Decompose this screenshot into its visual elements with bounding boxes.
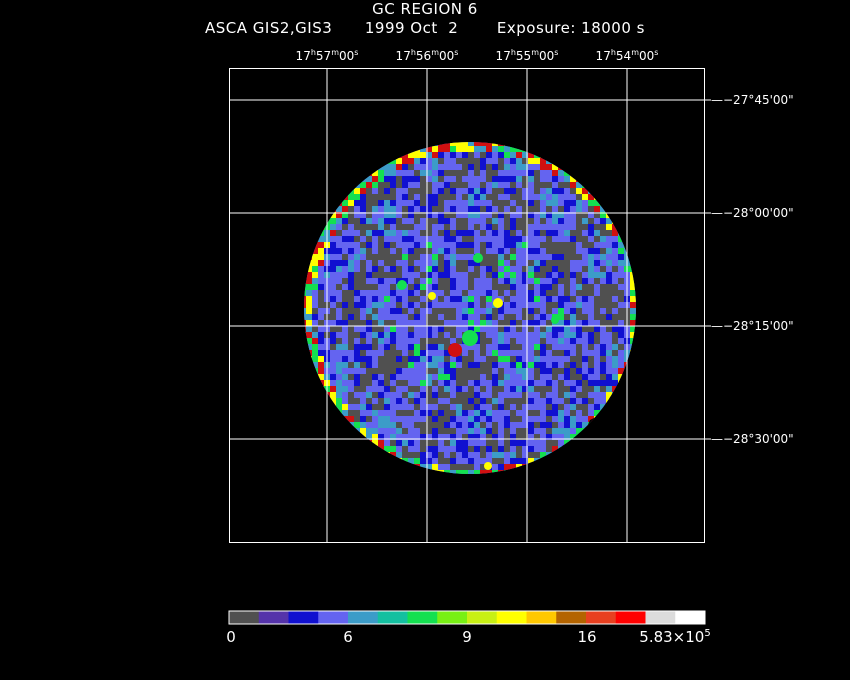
colorbar-swatch bbox=[615, 611, 646, 624]
colorbar-tick-label: 5.83×105 bbox=[639, 628, 711, 646]
bright-source bbox=[448, 343, 462, 357]
bright-source bbox=[462, 330, 478, 346]
colorbar-swatch bbox=[348, 611, 379, 624]
colorbar-swatch bbox=[407, 611, 438, 624]
colorbar-swatch bbox=[586, 611, 617, 624]
image-frame bbox=[229, 68, 705, 543]
bright-source bbox=[428, 292, 436, 300]
observation-info: ASCA GIS2,GIS3 1999 Oct 2 Exposure: 1800… bbox=[0, 19, 850, 37]
exposure-label: Exposure: 18000 s bbox=[496, 19, 645, 37]
ra-tick-label: 17h56m00s bbox=[395, 48, 459, 63]
colorbar-swatch bbox=[526, 611, 557, 624]
colorbar-tick-label: 16 bbox=[577, 628, 597, 646]
dec-tick-label: —−27°45'00" bbox=[711, 93, 794, 107]
colorbar-tick-label: 0 bbox=[226, 628, 236, 646]
dec-tick-label: —−28°00'00" bbox=[711, 206, 794, 220]
colorbar-swatch bbox=[645, 611, 676, 624]
colorbar-swatch bbox=[556, 611, 587, 624]
bright-source bbox=[493, 298, 503, 308]
colorbar-swatch bbox=[675, 611, 706, 624]
colorbar-tick-label: 6 bbox=[343, 628, 353, 646]
date-label: 1999 Oct 2 bbox=[364, 19, 459, 37]
bright-source bbox=[397, 280, 407, 290]
colorbar-swatch bbox=[318, 611, 349, 624]
colorbar-swatch bbox=[229, 611, 260, 624]
colorbar-swatch bbox=[467, 611, 498, 624]
bright-source bbox=[473, 253, 483, 263]
ra-tick-label: 17h54m00s bbox=[595, 48, 659, 63]
instrument-label: ASCA GIS2,GIS3 bbox=[205, 19, 333, 37]
coordinate-grid bbox=[230, 69, 711, 542]
dec-tick-label: —−28°30'00" bbox=[711, 432, 794, 446]
colorbar-border bbox=[228, 610, 706, 625]
colorbar-swatch bbox=[258, 611, 289, 624]
colorbar-swatch bbox=[437, 611, 468, 624]
colorbar-swatch bbox=[288, 611, 319, 624]
ra-tick-label: 17h55m00s bbox=[495, 48, 559, 63]
colorbar-swatch bbox=[496, 611, 527, 624]
ra-tick-label: 17h57m00s bbox=[295, 48, 359, 63]
image-title: GC REGION 6 bbox=[372, 0, 478, 18]
bright-source bbox=[551, 316, 559, 324]
colorbar-swatch bbox=[377, 611, 408, 624]
bright-source bbox=[484, 462, 492, 470]
dec-tick-label: —−28°15'00" bbox=[711, 319, 794, 333]
colorbar-tick-label: 9 bbox=[462, 628, 472, 646]
